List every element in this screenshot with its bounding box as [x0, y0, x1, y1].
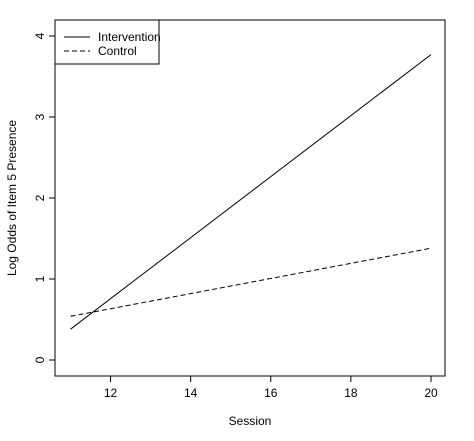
series-line-control: [70, 247, 432, 317]
x-axis-title: Session: [229, 414, 272, 428]
x-tick-label: 12: [104, 386, 118, 400]
plot-area-frame: [54, 19, 446, 377]
y-tick-label: 2: [33, 194, 47, 201]
series-line-intervention: [70, 54, 432, 330]
y-axis-title: Log Odds of Item 5 Presence: [5, 120, 19, 276]
x-tick-label: 18: [344, 386, 358, 400]
x-tick-label: 16: [264, 386, 278, 400]
y-tick-label: 0: [33, 356, 47, 363]
legend-label-control: Control: [98, 44, 137, 58]
series-layer: [70, 54, 432, 330]
y-tick-label: 1: [33, 275, 47, 282]
legend-label-intervention: Intervention: [98, 30, 161, 44]
x-tick-label: 14: [184, 386, 198, 400]
legend-box: [54, 19, 160, 65]
y-axis: 0 1 2 3 4: [33, 32, 55, 363]
x-axis: 12 14 16 18 20: [104, 376, 438, 400]
y-tick-label: 4: [33, 32, 47, 39]
x-tick-label: 20: [424, 386, 438, 400]
y-tick-label: 3: [33, 113, 47, 120]
